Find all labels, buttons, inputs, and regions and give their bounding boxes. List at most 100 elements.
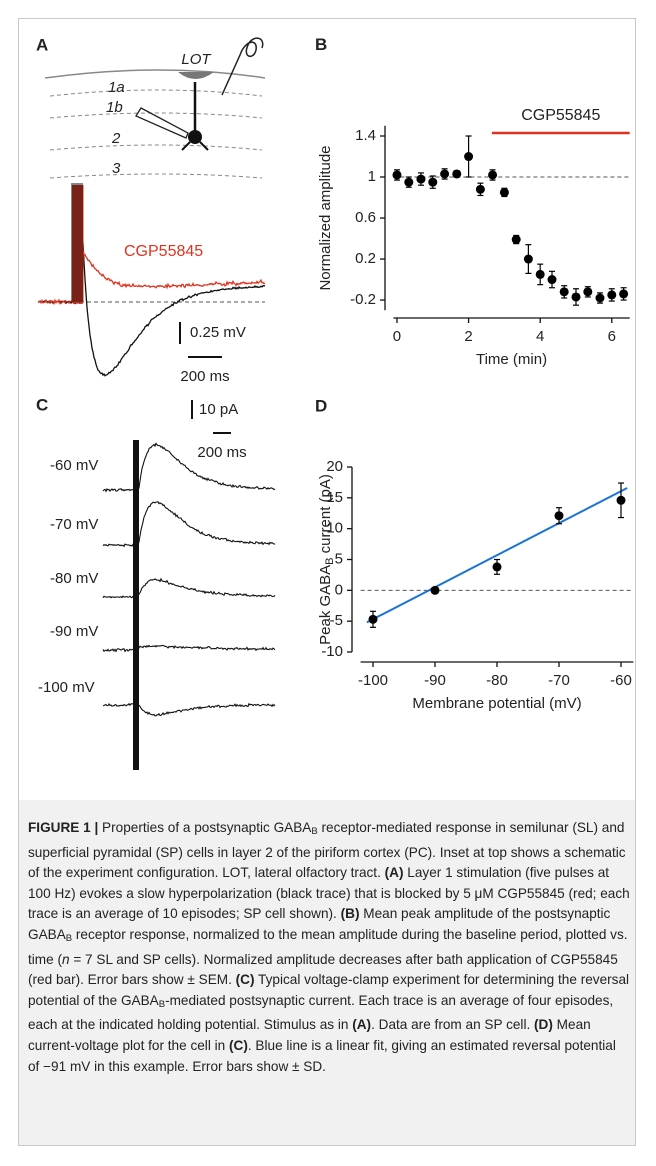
trace-current (102, 577, 276, 599)
figure: A LOT 1a 1b 2 3 CGP55845 0.25 mV 200 ms … (36, 35, 634, 770)
x-axis-label: Membrane potential (mV) (412, 695, 581, 712)
data-point (416, 174, 426, 184)
trace-current (102, 644, 276, 653)
stimulus-artifact (133, 440, 139, 770)
data-point (475, 184, 485, 194)
panel-label: A (36, 35, 48, 54)
data-point (583, 287, 593, 297)
caption-run: (C) (229, 1037, 248, 1053)
caption-run: (B) (340, 906, 360, 922)
data-point (554, 511, 564, 521)
caption-run: Typical voltage-clamp experiment for det… (28, 972, 630, 1008)
caption-run: -mediated postsynaptic current. Each tra… (28, 992, 614, 1033)
scale-label: 0.25 mV (190, 324, 246, 341)
caption-box (19, 800, 635, 1145)
data-point (619, 289, 629, 299)
caption-run: = 7 SL and SP cells). Normalized amplitu… (28, 951, 618, 988)
layer-border (49, 144, 263, 151)
data-point (571, 292, 581, 302)
caption-run: B (158, 998, 166, 1010)
caption-run: Properties of a postsynaptic GABA (98, 820, 312, 835)
y-axis-label-part: B (324, 557, 336, 564)
y-tick-label: -0.2 (350, 291, 376, 308)
x-axis-label: Time (min) (476, 351, 547, 368)
holding-potential: -90 mV (50, 623, 98, 640)
y-tick-label: 20 (326, 458, 343, 475)
y-tick-label: 10 (326, 520, 343, 537)
x-tick-label: -100 (358, 672, 388, 689)
data-point (392, 170, 402, 180)
soma (188, 130, 202, 144)
panel-label: D (315, 396, 327, 415)
fit-line (366, 487, 628, 624)
scale-label: 10 pA (199, 401, 238, 418)
data-point (559, 287, 569, 297)
x-tick-label: -70 (548, 672, 570, 689)
data-point (607, 290, 617, 300)
data-point (492, 562, 502, 572)
y-tick-label: 0 (335, 581, 343, 598)
caption-run: (C) (235, 972, 255, 988)
cortex-surface (44, 69, 266, 79)
data-point (368, 614, 378, 624)
data-point (547, 275, 557, 285)
layer-border (49, 173, 263, 179)
y-tick-label: -10 (321, 643, 343, 660)
caption-run: Layer 1 stimulation (five pulses at 100 … (28, 865, 630, 922)
scale-label: 200 ms (197, 444, 246, 461)
data-point (511, 235, 521, 245)
y-axis-label: Peak GABAB current (pA) (317, 474, 336, 645)
data-point (464, 152, 474, 162)
layer-label: 2 (111, 130, 121, 147)
caption-run: B (65, 932, 73, 944)
holding-potential: -70 mV (50, 516, 98, 533)
caption-run: n (61, 951, 70, 967)
caption: FIGURE 1 | Properties of a postsynaptic … (28, 818, 630, 1077)
data-point (616, 495, 626, 505)
recording-pipette (135, 107, 189, 139)
data-point (404, 177, 414, 187)
layer-label: LOT (181, 51, 212, 68)
layer-label: 1b (106, 99, 123, 116)
data-point (488, 170, 498, 180)
y-axis-label: Normalized amplitude (317, 145, 334, 290)
data-point (440, 169, 450, 179)
x-tick-label: 2 (464, 328, 472, 345)
data-point (430, 585, 440, 595)
layer-label: 3 (112, 160, 121, 177)
stimulating-electrode (221, 37, 264, 96)
caption-run: (D) (534, 1017, 553, 1033)
caption-run: (A) (384, 865, 404, 881)
y-tick-label: 0.2 (355, 250, 376, 267)
traces-a (37, 183, 266, 377)
y-tick-label: 15 (326, 489, 343, 506)
x-tick-label: 0 (393, 328, 401, 345)
caption-run: (A) (352, 1017, 372, 1033)
treatment-label: CGP55845 (521, 107, 600, 124)
figure-frame (18, 18, 636, 1146)
x-tick-label: -60 (610, 672, 632, 689)
holding-potential: -80 mV (50, 570, 98, 587)
trace-current (102, 442, 276, 493)
x-tick-label: 4 (536, 328, 544, 345)
x-tick-label: -90 (424, 672, 446, 689)
scale-label: 200 ms (180, 368, 229, 385)
caption-run: B (311, 826, 318, 837)
data-point (523, 254, 533, 264)
y-tick-label: 1.4 (355, 127, 376, 144)
y-tick-label: -5 (330, 612, 343, 629)
lot-tract (178, 72, 214, 79)
data-point (499, 187, 509, 197)
caption-run: Mean current-voltage plot for the cell i… (28, 1017, 591, 1053)
traces-c (102, 442, 276, 717)
data-point (595, 293, 605, 303)
y-tick-label: 5 (335, 550, 343, 567)
x-tick-label: 6 (608, 328, 616, 345)
y-tick-label: 1 (368, 168, 376, 185)
layer-label: 1a (108, 79, 125, 96)
caption-run: . Data are from an SP cell. (371, 1017, 535, 1033)
y-axis-label-part: Peak GABA (317, 565, 334, 645)
layer-border (49, 112, 263, 119)
panel-label: C (36, 395, 48, 414)
